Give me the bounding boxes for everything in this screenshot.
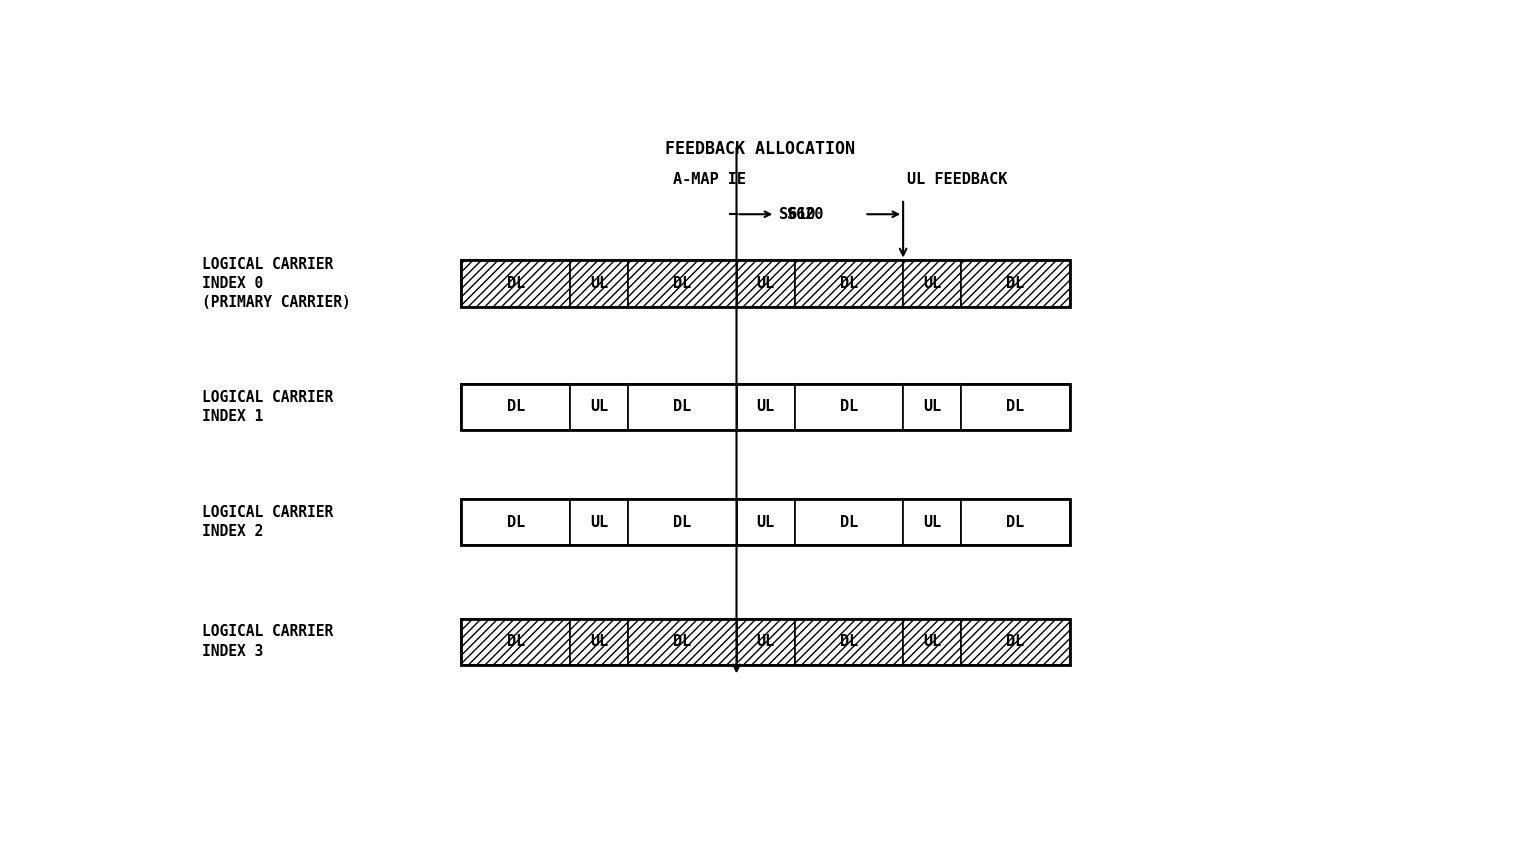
Bar — [794, 618, 903, 664]
Bar — [461, 499, 570, 545]
Text: UL: UL — [923, 276, 941, 291]
Text: INDEX 3: INDEX 3 — [202, 644, 263, 658]
Text: UL: UL — [590, 276, 608, 291]
Text: UL: UL — [590, 399, 608, 415]
Text: INDEX 0: INDEX 0 — [202, 276, 263, 291]
Text: FEEDBACK ALLOCATION: FEEDBACK ALLOCATION — [665, 140, 855, 158]
Bar — [628, 384, 736, 430]
Bar — [961, 261, 1069, 307]
Bar — [461, 618, 1069, 664]
Text: A-MAP IE: A-MAP IE — [672, 172, 745, 187]
Bar — [461, 499, 1069, 545]
Text: DL: DL — [1007, 634, 1025, 649]
Bar — [461, 261, 570, 307]
Bar — [794, 261, 903, 307]
Bar — [461, 384, 570, 430]
Text: DL: DL — [840, 634, 858, 649]
Bar — [961, 618, 1069, 664]
Text: LOGICAL CARRIER: LOGICAL CARRIER — [202, 390, 333, 404]
Text: LOGICAL CARRIER: LOGICAL CARRIER — [202, 256, 333, 272]
Bar — [736, 499, 794, 545]
Bar — [570, 499, 628, 545]
Text: DL: DL — [674, 515, 692, 530]
Bar — [961, 384, 1069, 430]
Bar — [570, 261, 628, 307]
Text: DL: DL — [840, 515, 858, 530]
Text: UL: UL — [756, 515, 774, 530]
Bar — [736, 618, 794, 664]
Bar — [570, 618, 628, 664]
Bar — [628, 499, 736, 545]
Text: DL: DL — [506, 634, 525, 649]
Bar — [570, 384, 628, 430]
Bar — [794, 499, 903, 545]
Bar — [461, 618, 570, 664]
Text: UL: UL — [923, 515, 941, 530]
Text: INDEX 2: INDEX 2 — [202, 524, 263, 540]
Bar — [903, 618, 961, 664]
Text: DL: DL — [840, 399, 858, 415]
Text: DL: DL — [674, 399, 692, 415]
Text: DL: DL — [674, 276, 692, 291]
Bar — [903, 384, 961, 430]
Text: S620: S620 — [786, 207, 823, 221]
Bar — [961, 499, 1069, 545]
Text: UL: UL — [756, 399, 774, 415]
Text: S610: S610 — [779, 207, 815, 221]
Text: INDEX 1: INDEX 1 — [202, 409, 263, 424]
Text: UL: UL — [923, 634, 941, 649]
Bar — [903, 499, 961, 545]
Text: UL: UL — [923, 399, 941, 415]
Text: LOGICAL CARRIER: LOGICAL CARRIER — [202, 624, 333, 640]
Text: UL FEEDBACK: UL FEEDBACK — [907, 172, 1007, 187]
Bar — [628, 261, 736, 307]
Text: DL: DL — [506, 276, 525, 291]
Text: DL: DL — [840, 276, 858, 291]
Bar — [461, 384, 1069, 430]
Text: UL: UL — [590, 515, 608, 530]
Text: DL: DL — [674, 634, 692, 649]
Bar — [903, 261, 961, 307]
Text: UL: UL — [590, 634, 608, 649]
Bar — [736, 261, 794, 307]
Bar — [461, 261, 1069, 307]
Text: DL: DL — [1007, 399, 1025, 415]
Text: DL: DL — [1007, 515, 1025, 530]
Text: LOGICAL CARRIER: LOGICAL CARRIER — [202, 505, 333, 520]
Text: DL: DL — [506, 515, 525, 530]
Bar — [628, 618, 736, 664]
Text: DL: DL — [1007, 276, 1025, 291]
Text: UL: UL — [756, 276, 774, 291]
Text: (PRIMARY CARRIER): (PRIMARY CARRIER) — [202, 295, 350, 310]
Text: UL: UL — [756, 634, 774, 649]
Text: DL: DL — [506, 399, 525, 415]
Bar — [794, 384, 903, 430]
Bar — [736, 384, 794, 430]
